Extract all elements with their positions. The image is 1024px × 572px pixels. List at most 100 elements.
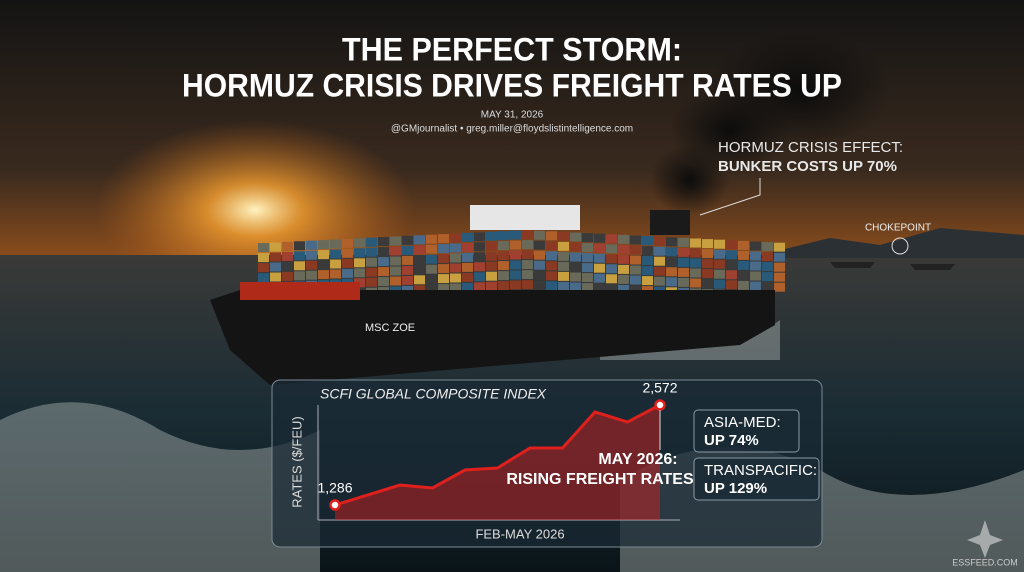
brand: ESSFEED.COM <box>952 557 1018 567</box>
container <box>522 230 533 240</box>
container <box>426 244 437 254</box>
container <box>738 260 749 270</box>
container <box>570 232 581 242</box>
container <box>318 250 329 260</box>
container <box>618 244 629 254</box>
islands <box>760 228 1024 258</box>
container <box>342 248 353 258</box>
container <box>342 268 353 278</box>
container <box>426 284 437 294</box>
container <box>714 249 725 259</box>
container <box>318 270 329 280</box>
chokepoint-label: CHOKEPOINT <box>865 223 931 234</box>
container <box>366 257 377 267</box>
container <box>282 251 293 261</box>
container <box>738 280 749 290</box>
chart-title: SCFI GLOBAL COMPOSITE INDEX <box>320 386 547 402</box>
container <box>702 269 713 279</box>
x-axis-label: FEB-MAY 2026 <box>475 526 564 541</box>
container <box>486 271 497 281</box>
container <box>750 281 761 291</box>
container <box>774 262 785 272</box>
container <box>318 240 329 250</box>
warships <box>830 262 955 270</box>
container <box>366 267 377 277</box>
container <box>510 250 521 260</box>
container <box>738 240 749 250</box>
y-axis-label: RATES ($/FEU) <box>289 416 304 508</box>
container <box>558 271 569 281</box>
container <box>510 280 521 290</box>
container <box>510 260 521 270</box>
container <box>678 247 689 257</box>
container <box>774 242 785 252</box>
container <box>438 254 449 264</box>
container <box>654 236 665 246</box>
container <box>450 243 461 253</box>
container <box>414 275 425 285</box>
container <box>402 275 413 285</box>
container <box>714 239 725 249</box>
line <box>334 403 661 507</box>
container <box>582 273 593 283</box>
container <box>558 251 569 261</box>
container <box>546 261 557 271</box>
container <box>330 269 341 279</box>
annotation: MAY 2026: <box>598 451 677 468</box>
side-box: ASIA-MED: UP 74% <box>693 409 800 453</box>
container <box>402 255 413 265</box>
container <box>654 276 665 286</box>
container <box>474 242 485 252</box>
container <box>462 252 473 262</box>
container <box>534 250 545 260</box>
container <box>462 272 473 282</box>
container <box>294 251 305 261</box>
container <box>342 238 353 248</box>
container <box>522 260 533 270</box>
container <box>546 281 557 291</box>
container <box>726 240 737 250</box>
date: MAY 31, 2026 <box>481 110 544 121</box>
container <box>726 280 737 290</box>
container <box>474 232 485 242</box>
container <box>618 264 629 274</box>
container <box>378 277 389 287</box>
container <box>270 272 281 282</box>
container <box>690 248 701 258</box>
container <box>498 281 509 291</box>
ship-name: MSC ZOE <box>365 322 415 334</box>
container <box>522 240 533 250</box>
container <box>642 266 653 276</box>
container <box>702 259 713 269</box>
container <box>558 281 569 291</box>
container <box>630 275 641 285</box>
container <box>666 267 677 277</box>
chokepoint-marker <box>891 237 909 255</box>
container <box>414 265 425 275</box>
container <box>654 246 665 256</box>
container <box>534 260 545 270</box>
container <box>390 266 401 276</box>
container <box>642 236 653 246</box>
container <box>654 256 665 266</box>
container <box>462 242 473 252</box>
container <box>678 257 689 267</box>
container <box>426 234 437 244</box>
container <box>762 272 773 282</box>
container <box>486 241 497 251</box>
container <box>630 245 641 255</box>
container <box>594 273 605 283</box>
container <box>546 251 557 261</box>
container <box>762 262 773 272</box>
logo <box>967 520 1003 558</box>
container <box>582 263 593 273</box>
container <box>570 282 581 292</box>
container <box>498 251 509 261</box>
container <box>534 230 545 240</box>
container <box>258 253 269 263</box>
container <box>270 242 281 252</box>
container <box>486 251 497 261</box>
container <box>486 231 497 241</box>
container <box>270 252 281 262</box>
